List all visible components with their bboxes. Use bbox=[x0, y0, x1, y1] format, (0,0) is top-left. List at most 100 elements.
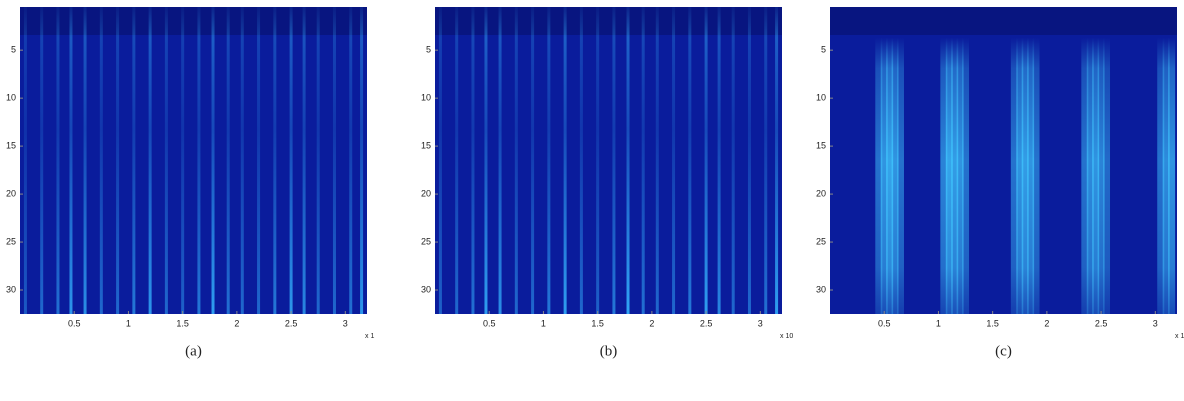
stripe bbox=[945, 7, 953, 314]
y-tick-label: 20 bbox=[816, 188, 826, 198]
x-tick-label: 2.5 bbox=[700, 318, 713, 328]
y-tick-label: 15 bbox=[421, 140, 431, 150]
stripe bbox=[40, 7, 44, 314]
stripe bbox=[360, 7, 364, 314]
stripe bbox=[886, 7, 894, 314]
y-tick-label: 5 bbox=[11, 45, 16, 55]
stripe bbox=[23, 7, 27, 314]
stripe bbox=[626, 7, 630, 314]
x-tick-label: 3 bbox=[758, 318, 763, 328]
stripe bbox=[257, 7, 261, 314]
stripe bbox=[717, 7, 721, 314]
stripe bbox=[514, 7, 518, 314]
stripe bbox=[875, 7, 883, 314]
y-tick-label: 25 bbox=[421, 236, 431, 246]
stripe bbox=[273, 7, 277, 314]
stripe bbox=[896, 7, 904, 314]
stripe bbox=[731, 7, 735, 314]
caption: (b) bbox=[600, 343, 618, 359]
x-tick-label: 2 bbox=[234, 318, 239, 328]
stripe bbox=[56, 7, 60, 314]
heatmap-top bbox=[20, 7, 367, 35]
stripe bbox=[181, 7, 185, 314]
y-tick-label: 10 bbox=[816, 93, 826, 103]
stripe bbox=[612, 7, 616, 314]
stripe bbox=[148, 7, 152, 314]
stripe bbox=[940, 7, 948, 314]
x-tick-label: 1 bbox=[936, 318, 941, 328]
stripe bbox=[349, 7, 353, 314]
stripe bbox=[289, 7, 293, 314]
stripe bbox=[484, 7, 488, 314]
stripe bbox=[1162, 7, 1170, 314]
y-tick-label: 25 bbox=[6, 236, 16, 246]
x-axis-label: x 10⁴ bbox=[1175, 333, 1184, 340]
y-tick-label: 5 bbox=[426, 45, 431, 55]
stripe bbox=[563, 7, 567, 314]
stripe bbox=[641, 7, 645, 314]
y-tick-label: 15 bbox=[816, 140, 826, 150]
stripe bbox=[672, 7, 676, 314]
x-tick-label: 0.5 bbox=[878, 318, 891, 328]
x-tick-label: 3 bbox=[343, 318, 348, 328]
stripe bbox=[211, 7, 215, 314]
x-tick-label: 2 bbox=[1044, 318, 1049, 328]
stripe bbox=[764, 7, 768, 314]
stripe bbox=[316, 7, 320, 314]
stripe bbox=[1097, 7, 1105, 314]
x-tick-label: 1.5 bbox=[591, 318, 604, 328]
stripe bbox=[1157, 7, 1165, 314]
stripe bbox=[471, 7, 475, 314]
stripe bbox=[1021, 7, 1029, 314]
y-tick-label: 30 bbox=[816, 284, 826, 294]
stripe bbox=[891, 7, 899, 314]
heatmap-background bbox=[20, 7, 367, 314]
stripe bbox=[880, 7, 888, 314]
y-tick-label: 5 bbox=[821, 45, 826, 55]
stripe bbox=[240, 7, 244, 314]
stripe bbox=[1168, 7, 1176, 314]
stripe bbox=[1016, 7, 1024, 314]
y-tick-label: 30 bbox=[6, 284, 16, 294]
heatmap-background bbox=[435, 7, 782, 314]
stripe bbox=[596, 7, 600, 314]
stripe bbox=[332, 7, 336, 314]
caption: (a) bbox=[185, 343, 202, 359]
stripe bbox=[69, 7, 73, 314]
stripe bbox=[1103, 7, 1111, 314]
x-tick-label: 2.5 bbox=[285, 318, 298, 328]
caption: (c) bbox=[995, 343, 1012, 359]
stripe bbox=[956, 7, 964, 314]
y-tick-label: 15 bbox=[6, 140, 16, 150]
y-tick-label: 10 bbox=[421, 93, 431, 103]
stripe bbox=[438, 7, 442, 314]
x-tick-label: 3 bbox=[1153, 318, 1158, 328]
x-tick-label: 0.5 bbox=[68, 318, 81, 328]
y-tick-label: 25 bbox=[816, 236, 826, 246]
x-axis-label: x 1 bbox=[365, 333, 374, 340]
y-tick-label: 20 bbox=[6, 188, 16, 198]
stripe bbox=[688, 7, 692, 314]
stripe bbox=[99, 7, 103, 314]
stripe bbox=[951, 7, 959, 314]
x-tick-label: 1.5 bbox=[986, 318, 999, 328]
stripe bbox=[302, 7, 306, 314]
stripe bbox=[226, 7, 230, 314]
stripe bbox=[1027, 7, 1035, 314]
stripe bbox=[579, 7, 583, 314]
stripe bbox=[1010, 7, 1018, 314]
stripe bbox=[1081, 7, 1089, 314]
y-tick-label: 10 bbox=[6, 93, 16, 103]
stripe bbox=[747, 7, 751, 314]
stripe bbox=[164, 7, 168, 314]
x-tick-label: 1 bbox=[541, 318, 546, 328]
stripe bbox=[132, 7, 136, 314]
stripe bbox=[197, 7, 201, 314]
stripe bbox=[531, 7, 535, 314]
stripe bbox=[1032, 7, 1040, 314]
stripe bbox=[704, 7, 708, 314]
stripe bbox=[962, 7, 970, 314]
stripe bbox=[547, 7, 551, 314]
